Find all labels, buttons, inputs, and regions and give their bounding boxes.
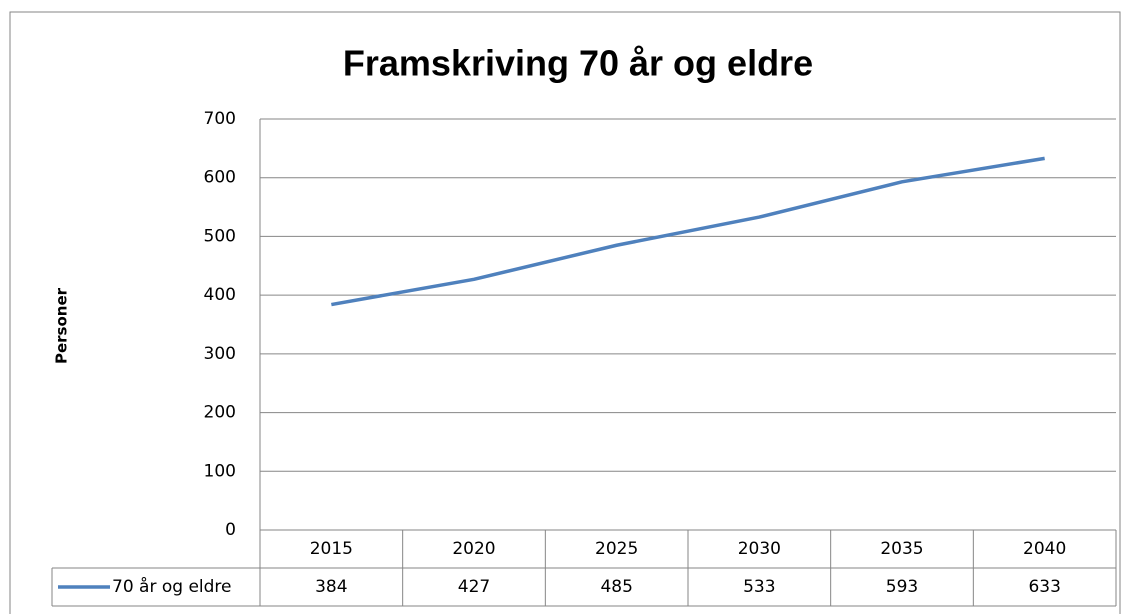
- table-value: 427: [458, 577, 490, 597]
- table-value: 485: [600, 577, 632, 597]
- y-tick-label: 700: [204, 109, 236, 129]
- x-tick-label: 2040: [1023, 539, 1066, 559]
- y-tick-label: 600: [204, 168, 236, 188]
- y-tick-label: 500: [204, 226, 236, 246]
- chart-border: [9, 11, 1121, 614]
- legend-label: 70 år og eldre: [112, 576, 232, 597]
- x-tick-label: 2025: [595, 539, 638, 559]
- y-tick-label: 300: [204, 344, 236, 364]
- x-tick-label: 2030: [738, 539, 781, 559]
- y-axis-label: Personer: [53, 287, 71, 364]
- chart-title: Framskriving 70 år og eldre: [343, 43, 813, 84]
- data-line: [331, 156, 1045, 307]
- table-value: 593: [886, 577, 918, 597]
- table-value: 384: [315, 577, 347, 597]
- table-value: 533: [743, 577, 775, 597]
- y-tick-label: 400: [204, 285, 236, 305]
- x-tick-label: 2035: [880, 539, 923, 559]
- x-tick-label: 2015: [310, 539, 353, 559]
- x-tick-label: 2020: [452, 539, 495, 559]
- y-tick-label: 100: [204, 461, 236, 481]
- y-tick-label: 200: [204, 403, 236, 423]
- y-tick-label: 0: [225, 520, 236, 540]
- table-value: 633: [1028, 577, 1060, 597]
